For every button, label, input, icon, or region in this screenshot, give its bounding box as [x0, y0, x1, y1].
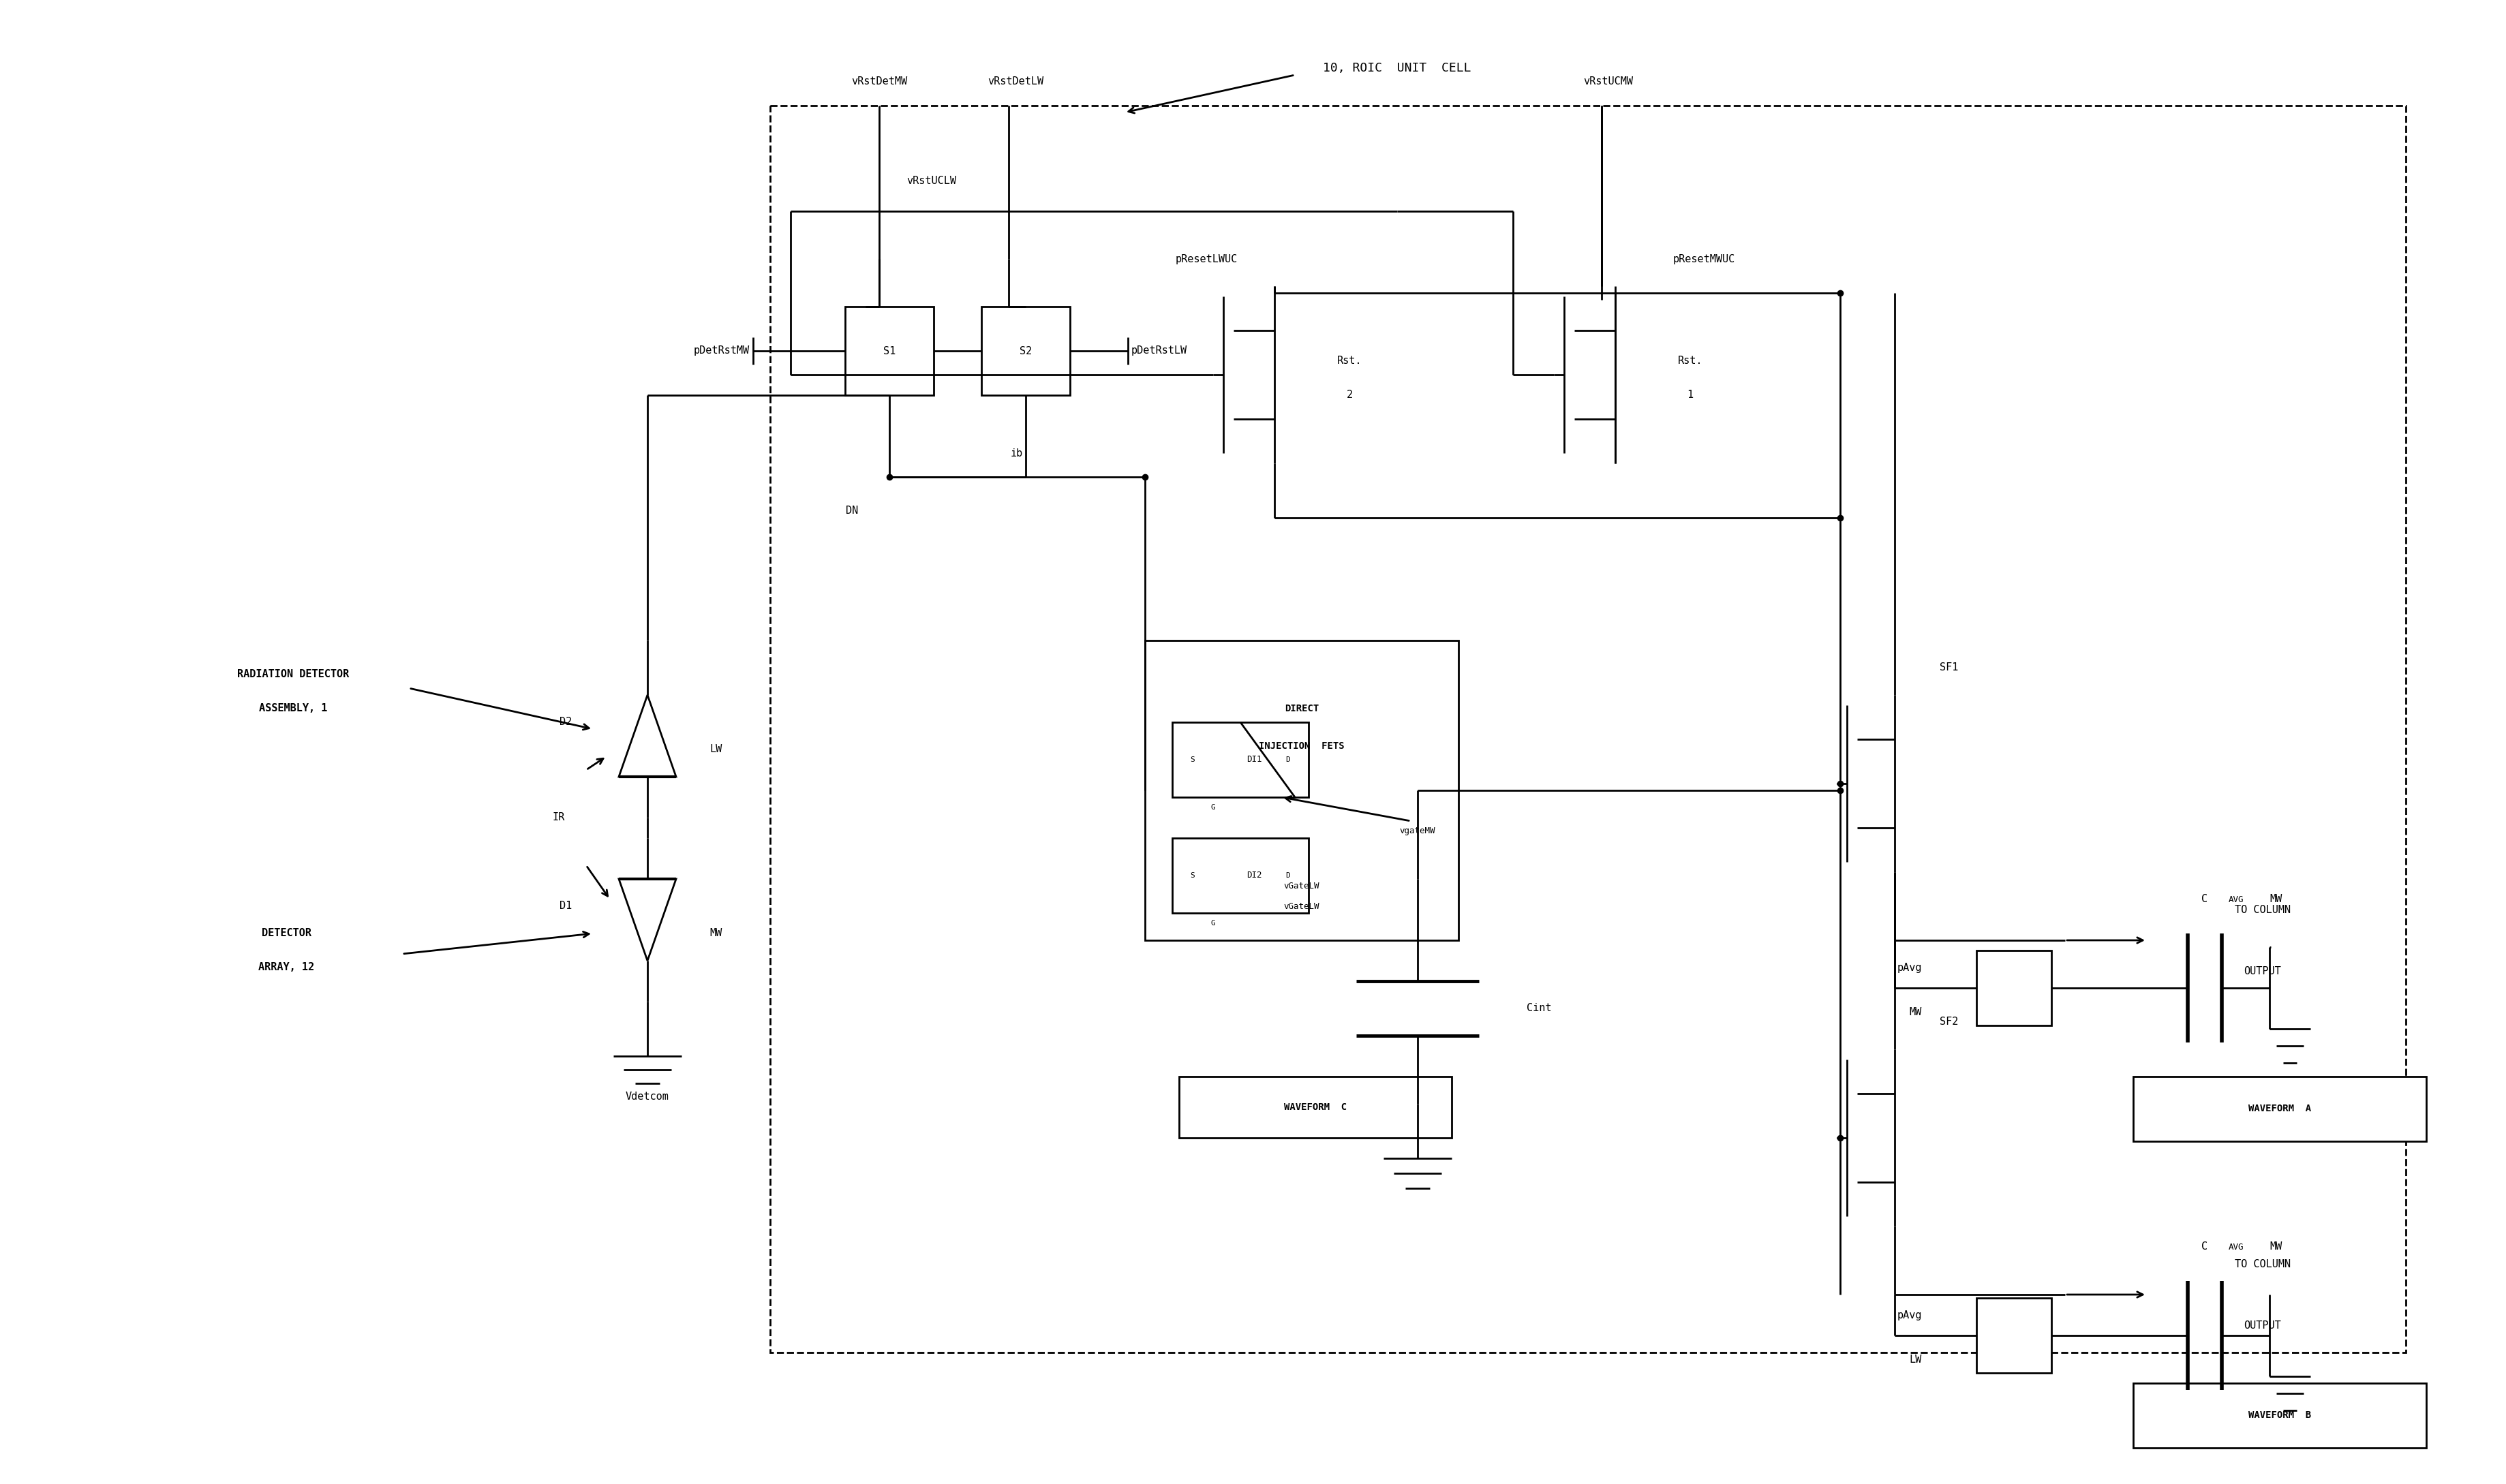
Text: S2: S2 [1020, 346, 1032, 356]
Text: S1: S1 [882, 346, 895, 356]
Text: 10, ROIC  UNIT  CELL: 10, ROIC UNIT CELL [1323, 62, 1471, 74]
Bar [769, 105, 2406, 1352]
Text: 1: 1 [1687, 390, 1694, 401]
Text: vGateLW: vGateLW [1283, 902, 1321, 911]
Text: MW: MW [2270, 895, 2283, 905]
Text: Vdetcom: Vdetcom [626, 1092, 669, 1103]
Text: pResetLWUC: pResetLWUC [1175, 254, 1238, 264]
Text: MW: MW [1910, 1006, 1922, 1017]
Text: S: S [1190, 757, 1195, 763]
Text: SF1: SF1 [1940, 663, 1960, 672]
Text: INJECTION  FETS: INJECTION FETS [1258, 742, 1346, 751]
Text: TO COLUMN: TO COLUMN [2235, 1258, 2290, 1269]
Polygon shape [619, 695, 677, 776]
Text: pAvg: pAvg [1897, 1310, 1922, 1321]
Text: RADIATION DETECTOR: RADIATION DETECTOR [238, 669, 348, 680]
Text: WAVEFORM  B: WAVEFORM B [2248, 1410, 2311, 1420]
Text: D1: D1 [559, 901, 571, 911]
Text: D2: D2 [559, 717, 571, 727]
Text: WAVEFORM  C: WAVEFORM C [1283, 1103, 1346, 1112]
Text: ASSEMBLY, 1: ASSEMBLY, 1 [258, 703, 328, 714]
Text: pResetMWUC: pResetMWUC [1672, 254, 1734, 264]
Bar [1173, 723, 1308, 797]
Text: D: D [1286, 873, 1291, 879]
Text: DI2: DI2 [1245, 871, 1261, 880]
Bar [982, 307, 1070, 395]
Text: vRstDetLW: vRstDetLW [987, 77, 1042, 88]
Text: C: C [2203, 1242, 2208, 1252]
Bar [1977, 1298, 2052, 1373]
Text: Rst.: Rst. [1338, 356, 1361, 367]
Text: ib: ib [1010, 448, 1022, 459]
Bar [1977, 950, 2052, 1025]
Text: AVG: AVG [2228, 895, 2243, 904]
Text: G: G [1210, 920, 1215, 926]
Bar [1178, 1076, 1451, 1138]
Text: DETECTOR: DETECTOR [261, 929, 311, 938]
Bar [2133, 1383, 2426, 1448]
Text: SF2: SF2 [1940, 1017, 1960, 1027]
Text: LW: LW [1910, 1355, 1922, 1364]
Text: IR: IR [554, 813, 564, 822]
Text: vgateMW: vgateMW [1401, 827, 1436, 835]
Text: OUTPUT: OUTPUT [2243, 966, 2280, 976]
Bar [1173, 838, 1308, 913]
Text: vGateLW: vGateLW [1283, 881, 1321, 890]
Text: D: D [1286, 757, 1291, 763]
Text: pAvg: pAvg [1897, 963, 1922, 972]
Text: ARRAY, 12: ARRAY, 12 [258, 963, 313, 972]
Text: vRstDetMW: vRstDetMW [852, 77, 907, 88]
Text: DI1: DI1 [1245, 755, 1261, 764]
Text: OUTPUT: OUTPUT [2243, 1321, 2280, 1330]
Text: S: S [1190, 873, 1195, 879]
Polygon shape [619, 879, 677, 960]
Text: LW: LW [709, 745, 722, 754]
Text: DIRECT: DIRECT [1286, 703, 1318, 714]
Text: pDetRstMW: pDetRstMW [694, 346, 749, 356]
Text: Rst.: Rst. [1677, 356, 1702, 367]
Text: AVG: AVG [2228, 1242, 2243, 1251]
Text: pDetRstLW: pDetRstLW [1130, 346, 1188, 356]
Text: Cint: Cint [1526, 1003, 1551, 1014]
Text: DN: DN [845, 506, 857, 516]
Text: MW: MW [2270, 1242, 2283, 1252]
Bar [1145, 641, 1458, 941]
Text: C: C [2203, 895, 2208, 905]
Text: 2: 2 [1346, 390, 1353, 401]
Text: vRstUCLW: vRstUCLW [907, 175, 957, 186]
Bar [2133, 1076, 2426, 1141]
Text: vRstUCMW: vRstUCMW [1584, 77, 1634, 88]
Text: WAVEFORM  A: WAVEFORM A [2248, 1104, 2311, 1113]
Text: MW: MW [709, 929, 722, 938]
Text: TO COLUMN: TO COLUMN [2235, 905, 2290, 914]
Text: G: G [1210, 804, 1215, 810]
Bar [845, 307, 935, 395]
